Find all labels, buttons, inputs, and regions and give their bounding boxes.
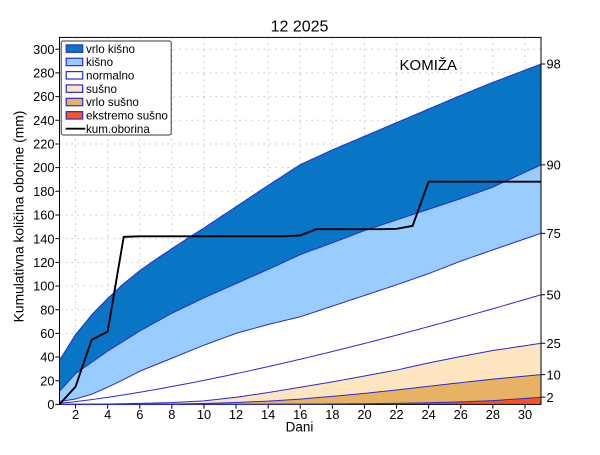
svg-text:40: 40 (40, 350, 54, 365)
svg-text:26: 26 (454, 407, 468, 422)
svg-text:75: 75 (547, 226, 561, 241)
svg-text:120: 120 (33, 255, 54, 270)
svg-text:98: 98 (547, 57, 561, 72)
svg-text:200: 200 (33, 160, 54, 175)
svg-text:14: 14 (261, 407, 275, 422)
svg-text:30: 30 (518, 407, 532, 422)
svg-text:4: 4 (104, 407, 111, 422)
svg-text:25: 25 (547, 336, 561, 351)
svg-text:Dani: Dani (286, 420, 314, 435)
svg-text:50: 50 (547, 287, 561, 302)
svg-text:normalno: normalno (86, 70, 134, 83)
svg-text:28: 28 (486, 407, 500, 422)
svg-text:16: 16 (293, 407, 307, 422)
svg-text:240: 240 (33, 113, 54, 128)
svg-text:22: 22 (389, 407, 403, 422)
svg-text:sušno: sušno (86, 83, 117, 96)
svg-text:20: 20 (357, 407, 371, 422)
svg-text:0: 0 (47, 397, 54, 412)
svg-text:2: 2 (547, 390, 554, 405)
svg-text:140: 140 (33, 231, 54, 246)
svg-text:2: 2 (72, 407, 79, 422)
svg-text:10: 10 (547, 367, 561, 382)
svg-text:300: 300 (33, 42, 54, 57)
svg-text:60: 60 (40, 326, 54, 341)
svg-text:24: 24 (422, 407, 436, 422)
svg-text:160: 160 (33, 208, 54, 223)
svg-text:20: 20 (40, 373, 54, 388)
svg-text:kum.oborina: kum.oborina (86, 123, 150, 136)
svg-text:280: 280 (33, 66, 54, 81)
svg-text:vrlo sušno: vrlo sušno (86, 96, 139, 109)
svg-text:10: 10 (197, 407, 211, 422)
svg-text:KOMIŽA: KOMIŽA (400, 57, 458, 74)
svg-text:80: 80 (40, 302, 54, 317)
svg-text:90: 90 (547, 158, 561, 173)
svg-text:6: 6 (136, 407, 143, 422)
svg-text:260: 260 (33, 89, 54, 104)
svg-text:vrlo kišno: vrlo kišno (86, 43, 135, 56)
svg-text:180: 180 (33, 184, 54, 199)
svg-text:18: 18 (325, 407, 339, 422)
svg-text:12: 12 (229, 407, 243, 422)
svg-text:220: 220 (33, 137, 54, 152)
svg-text:Kumulativna količina oborine (: Kumulativna količina oborine (mm) (12, 111, 27, 323)
svg-text:12 2025: 12 2025 (271, 19, 329, 36)
svg-text:8: 8 (168, 407, 175, 422)
svg-text:100: 100 (33, 279, 54, 294)
svg-text:kišno: kišno (86, 56, 113, 69)
svg-text:ekstremo sušno: ekstremo sušno (86, 110, 168, 123)
